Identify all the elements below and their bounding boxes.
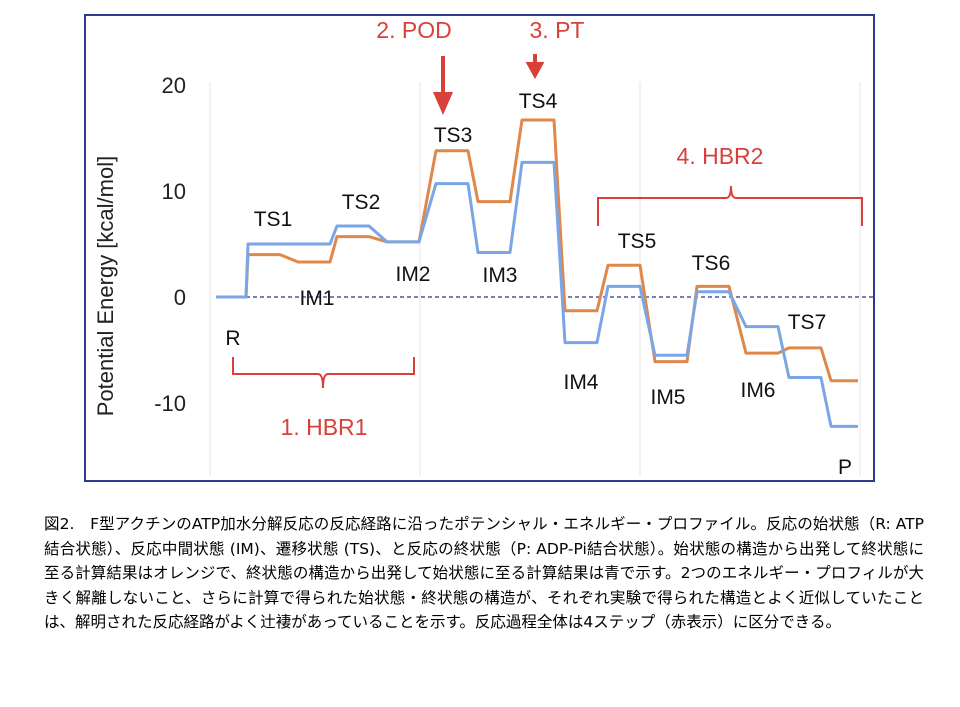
state-label-ts1: TS1 — [254, 208, 293, 231]
state-label-ts4: TS4 — [519, 90, 558, 113]
series-line-orange — [216, 118, 858, 383]
pt-arrow-icon — [525, 54, 545, 80]
energy-profile-chart: 20 10 0 -10 Potential Energy [kcal/mol] … — [93, 17, 876, 479]
state-label-im4: IM4 — [563, 371, 598, 394]
state-label-ts6: TS6 — [692, 252, 731, 275]
y-tick-label: 10 — [162, 179, 186, 204]
annotation-pod: 2. POD — [376, 17, 451, 43]
y-tick-label: 20 — [162, 73, 186, 98]
hbr2-brace-icon — [597, 185, 863, 226]
state-label-p: P — [838, 456, 852, 479]
state-label-ts3: TS3 — [434, 124, 473, 147]
series-line-blue — [216, 160, 858, 428]
state-label-im2: IM2 — [395, 263, 430, 286]
state-label-ts5: TS5 — [618, 230, 657, 253]
grid-lines — [209, 82, 861, 476]
y-tick-label: 0 — [174, 285, 186, 310]
annotation-hbr2: 4. HBR2 — [677, 143, 764, 169]
state-label-im1: IM1 — [299, 287, 334, 310]
state-label-ts7: TS7 — [788, 311, 827, 334]
figure-caption: 図2. F型アクチンのATP加水分解反応の反応経路に沿ったポテンシャル・エネルギ… — [44, 515, 924, 631]
y-axis-label: Potential Energy [kcal/mol] — [93, 156, 118, 416]
state-label-r: R — [225, 327, 240, 350]
step-annotations: 2. POD 3. PT 4. HBR2 1. HBR1 — [232, 17, 863, 440]
hbr1-brace-icon — [232, 357, 415, 389]
y-tick-label: -10 — [154, 391, 186, 416]
state-label-ts2: TS2 — [342, 191, 381, 214]
series-lines — [216, 118, 858, 428]
state-label-im6: IM6 — [740, 379, 775, 402]
y-axis-ticks: 20 10 0 -10 — [154, 73, 186, 416]
state-label-im5: IM5 — [650, 386, 685, 409]
state-labels: R TS1 IM1 TS2 IM2 TS3 IM3 TS4 IM4 TS5 IM… — [225, 90, 852, 479]
state-label-im3: IM3 — [482, 264, 517, 287]
figure-frame — [84, 14, 875, 482]
pod-arrow-icon — [432, 56, 454, 115]
annotation-pt: 3. PT — [530, 17, 585, 43]
annotation-hbr1: 1. HBR1 — [281, 414, 368, 440]
